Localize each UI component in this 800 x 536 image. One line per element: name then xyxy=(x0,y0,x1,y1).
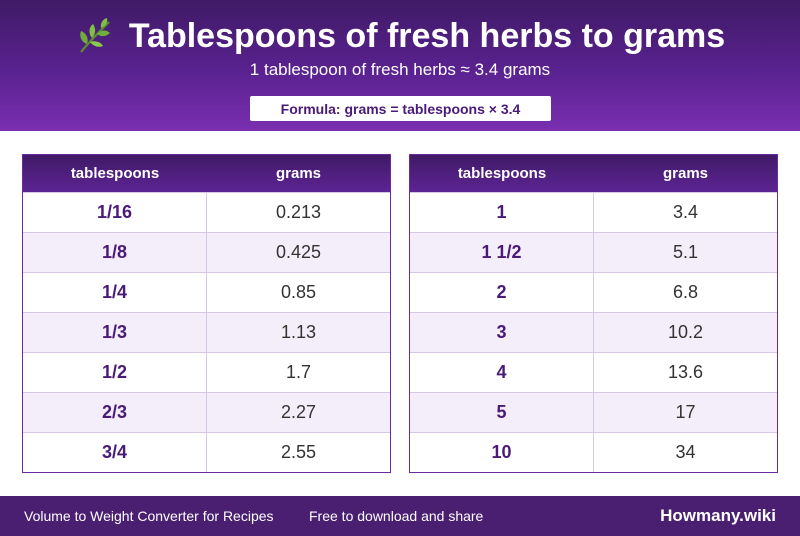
table-row: 4 13.6 xyxy=(410,352,777,392)
table-row: 1 3.4 xyxy=(410,192,777,232)
grams-cell: 2.27 xyxy=(280,402,317,422)
tablespoons-cell: 1 xyxy=(410,193,594,232)
tablespoons-cell: 1/4 xyxy=(23,273,207,312)
conversion-table-right: tablespoons grams 1 3.4 1 1/2 5.1 2 6.8 … xyxy=(409,154,778,473)
column-header-grams: grams xyxy=(275,165,322,182)
grams-cell: 5.1 xyxy=(672,242,699,262)
table-row: 1 1/2 5.1 xyxy=(410,232,777,272)
column-header-tablespoons: tablespoons xyxy=(457,165,547,182)
footer-converter-link[interactable]: Volume to Weight Converter for Recipes xyxy=(24,508,274,524)
grams-cell: 0.425 xyxy=(275,242,322,262)
grams-cell: 10.2 xyxy=(667,322,704,342)
table-row: 10 34 xyxy=(410,432,777,472)
grams-cell: 34 xyxy=(675,442,696,462)
grams-cell: 2.55 xyxy=(280,442,317,462)
title-row: Tablespoons of fresh herbs to grams xyxy=(0,14,800,58)
grams-cell: 3.4 xyxy=(672,202,699,222)
page-title: Tablespoons of fresh herbs to grams xyxy=(128,16,726,55)
footer-bar: Volume to Weight Converter for Recipes F… xyxy=(0,496,800,536)
grams-cell: 17 xyxy=(675,402,696,422)
column-header-tablespoons: tablespoons xyxy=(70,165,160,182)
tablespoons-cell: 4 xyxy=(410,353,594,392)
grams-cell: 1.13 xyxy=(280,322,317,342)
tablespoons-cell: 2/3 xyxy=(23,393,207,432)
grams-cell: 0.213 xyxy=(275,202,322,222)
conversion-table-left: tablespoons grams 1/16 0.213 1/8 0.425 1… xyxy=(22,154,391,473)
grams-cell: 0.85 xyxy=(280,282,317,302)
header-banner: Tablespoons of fresh herbs to grams 1 ta… xyxy=(0,0,800,131)
table-row: 3 10.2 xyxy=(410,312,777,352)
tablespoons-cell: 3 xyxy=(410,313,594,352)
tablespoons-cell: 10 xyxy=(410,433,594,472)
table-row: 3/4 2.55 xyxy=(23,432,390,472)
table-row: 5 17 xyxy=(410,392,777,432)
table-row: 2 6.8 xyxy=(410,272,777,312)
footer-share-text: Free to download and share xyxy=(309,508,484,524)
page-subtitle: 1 tablespoon of fresh herbs ≈ 3.4 grams xyxy=(249,60,551,79)
formula-badge: Formula: grams = tablespoons × 3.4 xyxy=(250,96,551,121)
tablespoons-cell: 1/16 xyxy=(23,193,207,232)
table-header: tablespoons grams xyxy=(410,155,777,192)
grams-cell: 13.6 xyxy=(667,362,704,382)
table-row: 1/2 1.7 xyxy=(23,352,390,392)
table-header: tablespoons grams xyxy=(23,155,390,192)
table-row: 1/8 0.425 xyxy=(23,232,390,272)
brand-logo[interactable]: Howmany.wiki xyxy=(660,506,776,525)
table-row: 1/4 0.85 xyxy=(23,272,390,312)
tablespoons-cell: 1/8 xyxy=(23,233,207,272)
table-row: 1/16 0.213 xyxy=(23,192,390,232)
tablespoons-cell: 3/4 xyxy=(23,433,207,472)
tablespoons-cell: 5 xyxy=(410,393,594,432)
tablespoons-cell: 1/2 xyxy=(23,353,207,392)
tablespoons-cell: 1/3 xyxy=(23,313,207,352)
herb-leaf-icon xyxy=(79,18,110,53)
grams-cell: 6.8 xyxy=(672,282,699,302)
table-row: 2/3 2.27 xyxy=(23,392,390,432)
table-row: 1/3 1.13 xyxy=(23,312,390,352)
column-header-grams: grams xyxy=(662,165,709,182)
tablespoons-cell: 1 1/2 xyxy=(410,233,594,272)
tablespoons-cell: 2 xyxy=(410,273,594,312)
grams-cell: 1.7 xyxy=(285,362,312,382)
